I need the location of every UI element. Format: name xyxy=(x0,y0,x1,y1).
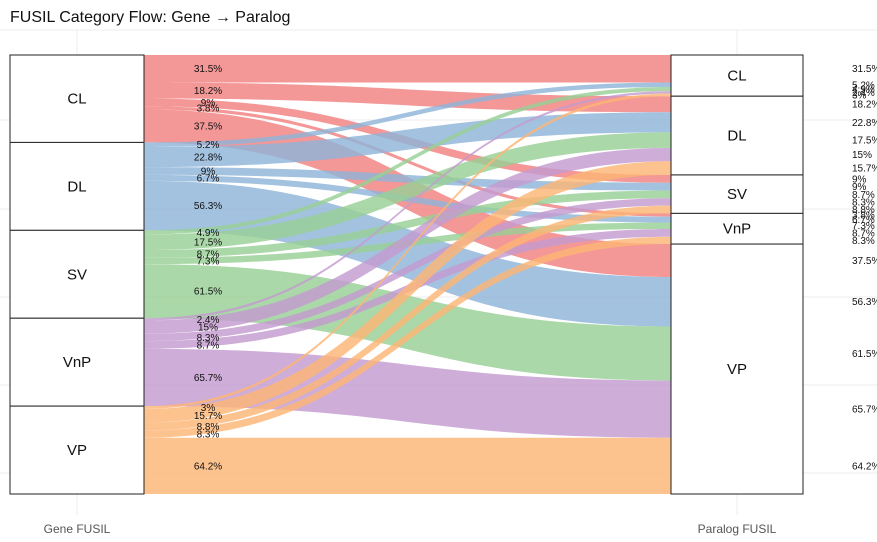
pct-right-VP-SV: 8.8% xyxy=(852,205,875,216)
flow-VP-to-SV xyxy=(144,205,671,431)
pct-right-VP-VP: 64.2% xyxy=(852,461,877,472)
pct-left-VP-CL: 3% xyxy=(201,403,216,414)
pct-right-VnP-VP: 65.7% xyxy=(852,405,877,416)
flow-VnP-to-SV xyxy=(144,198,671,342)
flow-ribbons xyxy=(144,55,671,494)
flow-DL-to-CL xyxy=(144,82,671,148)
flow-VP-to-CL xyxy=(144,93,671,409)
pct-right-VnP-SV: 8.3% xyxy=(852,197,875,208)
pct-right-CL-CL: 31.5% xyxy=(852,64,877,75)
pct-right-VP-VnP: 8.3% xyxy=(852,236,875,247)
node-label-right-DL: DL xyxy=(727,128,746,145)
pct-left-CL-SV: 9% xyxy=(201,98,216,109)
flow-SV-to-VP xyxy=(144,264,671,381)
flow-SV-to-SV xyxy=(144,190,671,258)
node-label-right-VnP: VnP xyxy=(723,221,751,238)
node-left-VnP xyxy=(9,317,145,407)
node-left-SV xyxy=(9,229,145,319)
pct-right-DL-CL: 5.2% xyxy=(852,80,875,91)
flow-VP-to-DL xyxy=(144,161,671,423)
pct-left-SV-SV: 8.7% xyxy=(197,249,220,260)
left-percent-labels: 31.5%18.2%9%3.8%37.5%5.2%22.8%9%6.7%56.3… xyxy=(194,64,222,472)
node-right-SV xyxy=(670,174,804,214)
pct-left-VP-DL: 15.7% xyxy=(194,411,222,422)
pct-left-SV-CL: 4.9% xyxy=(197,228,220,239)
pct-right-DL-VnP: 6.7% xyxy=(852,215,875,226)
pct-right-VnP-DL: 15% xyxy=(852,150,872,161)
chart-title: FUSIL Category Flow: Gene → Paralog xyxy=(10,9,290,26)
node-label-right-VP: VP xyxy=(727,361,747,378)
node-right-VnP xyxy=(670,212,804,245)
pct-left-SV-DL: 17.5% xyxy=(194,238,222,249)
pct-right-DL-VP: 56.3% xyxy=(852,297,877,308)
pct-left-CL-DL: 18.2% xyxy=(194,86,222,97)
pct-left-SV-VP: 61.5% xyxy=(194,287,222,298)
flow-CL-to-CL xyxy=(144,55,671,83)
pct-left-VP-SV: 8.8% xyxy=(197,422,220,433)
node-label-right-SV: SV xyxy=(727,186,747,203)
pct-left-DL-CL: 5.2% xyxy=(197,140,220,151)
pct-right-DL-DL: 22.8% xyxy=(852,118,877,129)
pct-left-DL-DL: 22.8% xyxy=(194,153,222,164)
pct-left-DL-VP: 56.3% xyxy=(194,201,222,212)
node-label-left-CL: CL xyxy=(67,91,86,108)
pct-left-CL-VP: 37.5% xyxy=(194,121,222,132)
flow-DL-to-DL xyxy=(144,112,671,168)
node-right-VP xyxy=(670,243,804,495)
pct-right-SV-DL: 17.5% xyxy=(852,136,877,147)
x-label-gene: Gene FUSIL xyxy=(44,522,111,536)
pct-right-DL-SV: 9% xyxy=(852,182,867,193)
node-label-left-VnP: VnP xyxy=(63,354,91,371)
pct-left-VnP-VP: 65.7% xyxy=(194,373,222,384)
pct-right-CL-SV: 9% xyxy=(852,174,867,185)
pct-left-SV-VnP: 7.3% xyxy=(197,256,220,267)
node-right-DL xyxy=(670,95,804,176)
pct-left-CL-VnP: 3.8% xyxy=(197,103,220,114)
pct-right-VP-DL: 15.7% xyxy=(852,164,877,175)
pct-right-VnP-CL: 2.4% xyxy=(852,88,875,99)
pct-left-VP-VnP: 8.3% xyxy=(197,430,220,441)
pct-right-CL-VnP: 3.8% xyxy=(852,210,875,221)
pct-right-SV-VnP: 7.3% xyxy=(852,221,875,232)
pct-right-CL-DL: 18.2% xyxy=(852,100,877,111)
pct-left-CL-CL: 31.5% xyxy=(194,64,222,75)
node-label-left-DL: DL xyxy=(67,178,86,195)
node-left-VP xyxy=(9,405,145,495)
category-nodes: CL CL DL DL SV SV VnP VnP VP VP xyxy=(9,54,804,495)
pct-left-DL-VnP: 6.7% xyxy=(197,173,220,184)
pct-left-VnP-VnP: 8.7% xyxy=(197,340,220,351)
node-label-right-CL: CL xyxy=(727,68,746,85)
pct-right-VnP-VnP: 8.7% xyxy=(852,228,875,239)
pct-right-SV-VP: 61.5% xyxy=(852,349,877,360)
pct-right-SV-CL: 4.9% xyxy=(852,85,875,96)
flow-DL-to-SV xyxy=(144,167,671,191)
flow-SV-to-DL xyxy=(144,132,671,251)
pct-left-VnP-SV: 8.3% xyxy=(197,333,220,344)
flow-VnP-to-DL xyxy=(144,147,671,334)
pct-left-VnP-CL: 2.4% xyxy=(197,315,220,326)
flow-VnP-to-VP xyxy=(144,348,671,438)
flow-VnP-to-CL xyxy=(144,91,671,321)
pct-left-DL-SV: 9% xyxy=(201,167,216,178)
pct-right-SV-SV: 8.7% xyxy=(852,190,875,201)
pct-left-VnP-DL: 15% xyxy=(198,323,218,334)
right-percent-labels: 31.5% 18.2% 9% 3.8% 37.5% 5.2% 22.8% 9% 6.7% 56.3… xyxy=(852,64,877,472)
flow-SV-to-CL xyxy=(144,87,671,235)
flow-VP-to-VnP xyxy=(144,236,671,438)
node-label-left-SV: SV xyxy=(67,266,87,283)
node-label-left-VP: VP xyxy=(67,442,87,459)
pct-right-CL-VP: 37.5% xyxy=(852,256,877,267)
pct-left-VP-VP: 64.2% xyxy=(194,461,222,472)
flow-VP-to-VP xyxy=(144,437,671,494)
x-label-paralog: Paralog FUSIL xyxy=(698,522,777,536)
pct-right-VP-CL: 3% xyxy=(852,90,867,101)
